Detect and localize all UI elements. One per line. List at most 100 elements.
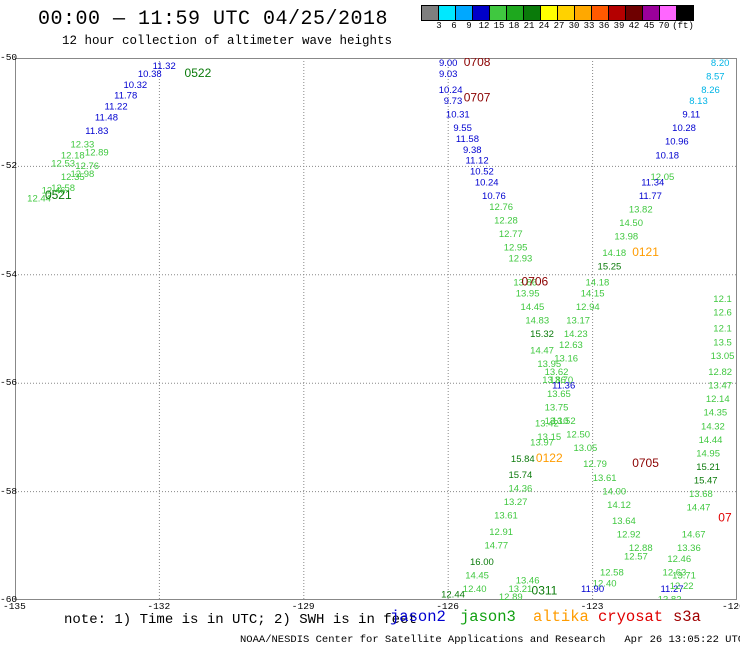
wave-height-value: 9.55 — [453, 123, 472, 134]
wave-height-value: 14.45 — [465, 570, 489, 581]
colorbar-swatch — [676, 5, 694, 21]
colorbar-label: 9 — [466, 21, 472, 31]
wave-height-value: 11.36 — [552, 381, 575, 392]
colorbar-label: 18 — [508, 21, 520, 31]
lat-tick-label: -52 — [0, 160, 18, 172]
wave-height-value: 12.22 — [670, 581, 694, 592]
wave-height-value: 12.95 — [504, 242, 528, 253]
wave-height-value: 13.64 — [612, 516, 636, 527]
wave-height-value: 13.95 — [537, 359, 561, 370]
wave-height-value: 13.27 — [504, 497, 528, 508]
wave-height-value: 12.63 — [663, 568, 687, 579]
wave-height-value: 14.45 — [521, 302, 545, 313]
wave-height-value: 10.31 — [446, 110, 470, 121]
wave-height-value: 11.22 — [105, 101, 128, 112]
wave-height-value: 11.34 — [641, 177, 664, 188]
wave-height-value: 14.32 — [701, 421, 725, 432]
wave-height-value: 13.16 — [554, 354, 578, 365]
lon-tick-label: -132 — [147, 601, 171, 612]
map-border — [15, 58, 737, 600]
pass-time-label: 0121 — [632, 245, 659, 259]
wave-height-value: 14.00 — [602, 486, 626, 497]
colorbar-label: 30 — [568, 21, 580, 31]
wave-height-value: 12.58 — [600, 568, 624, 579]
wave-height-value: 13.95 — [516, 288, 540, 299]
legend-cryosat: cryosat — [598, 608, 664, 626]
wave-height-value: 12.77 — [499, 229, 523, 240]
wave-height-value: 13.05 — [573, 443, 597, 454]
colorbar-swatch — [540, 5, 558, 21]
wave-height-value: 10.24 — [439, 85, 463, 96]
wave-height-value: 13.46 — [516, 576, 540, 587]
wave-height-value: 10.24 — [475, 177, 499, 188]
colorbar-swatch — [557, 5, 575, 21]
wave-height-value: 12.14 — [706, 394, 730, 405]
colorbar-swatch — [574, 5, 592, 21]
wave-height-value: 13.68 — [689, 489, 713, 500]
wave-height-value: 12.93 — [509, 253, 533, 264]
legend-jason3: jason3 — [460, 608, 516, 626]
wave-height-value: 12.94 — [576, 302, 600, 313]
colorbar-swatch — [489, 5, 507, 21]
wave-height-value: 13.98 — [614, 232, 638, 243]
colorbar-label: 70 — [658, 21, 670, 31]
wave-height-value: 13.5 — [713, 337, 732, 348]
wave-height-value: 12.6 — [713, 307, 732, 318]
wave-height-value: 8.20 — [711, 58, 730, 69]
wave-height-value: 14.83 — [525, 316, 549, 327]
colorbar-label: 42 — [628, 21, 640, 31]
legend-jason2: jason2 — [390, 608, 446, 626]
wave-height-value: 12.18 — [61, 150, 85, 161]
wave-height-value: 14.18 — [602, 248, 626, 259]
wave-height-value: 12.79 — [583, 459, 607, 470]
wave-height-value: 11.77 — [639, 191, 662, 202]
wave-height-value: 14.12 — [607, 500, 631, 511]
colorbar-label: 39 — [613, 21, 625, 31]
colorbar-label: 21 — [523, 21, 535, 31]
wave-height-value: 12.33 — [70, 139, 94, 150]
wave-height-value: 13.86 — [513, 278, 537, 289]
wave-height-value: 11.32 — [153, 61, 176, 72]
wave-height-value: 9.38 — [463, 145, 482, 156]
wave-height-value: 12.44 — [441, 589, 465, 600]
wave-height-value: 12.40 — [463, 584, 487, 595]
map-subtitle: 12 hour collection of altimeter wave hei… — [62, 34, 393, 48]
wave-height-value: 14.15 — [581, 288, 605, 299]
wave-height-value: 13.05 — [711, 351, 735, 362]
wave-height-value: 14.47 — [687, 503, 711, 514]
colorbar-swatch — [591, 5, 609, 21]
lat-tick-label: -60 — [0, 594, 18, 605]
wave-height-value: 14.23 — [564, 329, 588, 340]
wave-height-value: 12.76 — [489, 202, 513, 213]
wave-height-value: 13.61 — [494, 511, 518, 522]
pass-time-label: 0707 — [464, 90, 491, 104]
wave-height-value: 10.76 — [482, 191, 506, 202]
colorbar-unit: (ft) — [672, 21, 694, 31]
colorbar-label: 15 — [493, 21, 505, 31]
wave-height-value: 11.90 — [581, 584, 604, 595]
wave-height-value: 12.44 — [27, 194, 51, 205]
wave-height-value: 14.95 — [696, 448, 720, 459]
wave-height-value: 13.61 — [593, 473, 617, 484]
lon-tick-label: -129 — [291, 601, 315, 612]
wave-height-value: 10.18 — [655, 150, 679, 161]
pass-time-label: 0705 — [632, 456, 659, 470]
wave-height-value: 14.36 — [509, 484, 533, 495]
wave-height-value: 13.70 — [549, 375, 573, 386]
wave-height-value: 15.84 — [511, 454, 535, 465]
wave-height-value: 12.89 — [85, 148, 109, 159]
lat-tick-label: -54 — [0, 268, 18, 280]
lat-tick-label: -56 — [0, 377, 18, 389]
wave-height-value: 8.26 — [701, 85, 720, 96]
map-title: 00:00 — 11:59 UTC 04/25/2018 — [38, 8, 389, 31]
wave-height-value: 9.03 — [439, 69, 458, 80]
wave-height-value: 11.58 — [456, 134, 479, 145]
wave-height-value: 12.46 — [42, 186, 66, 197]
wave-height-value: 12.63 — [559, 340, 583, 351]
lat-tick-label: -50 — [0, 52, 18, 63]
wave-height-value: 13.62 — [545, 367, 569, 378]
colorbar-label: 3 — [436, 21, 442, 31]
wave-height-value: 15.21 — [696, 462, 720, 473]
wave-height-value: 14.67 — [682, 530, 706, 541]
